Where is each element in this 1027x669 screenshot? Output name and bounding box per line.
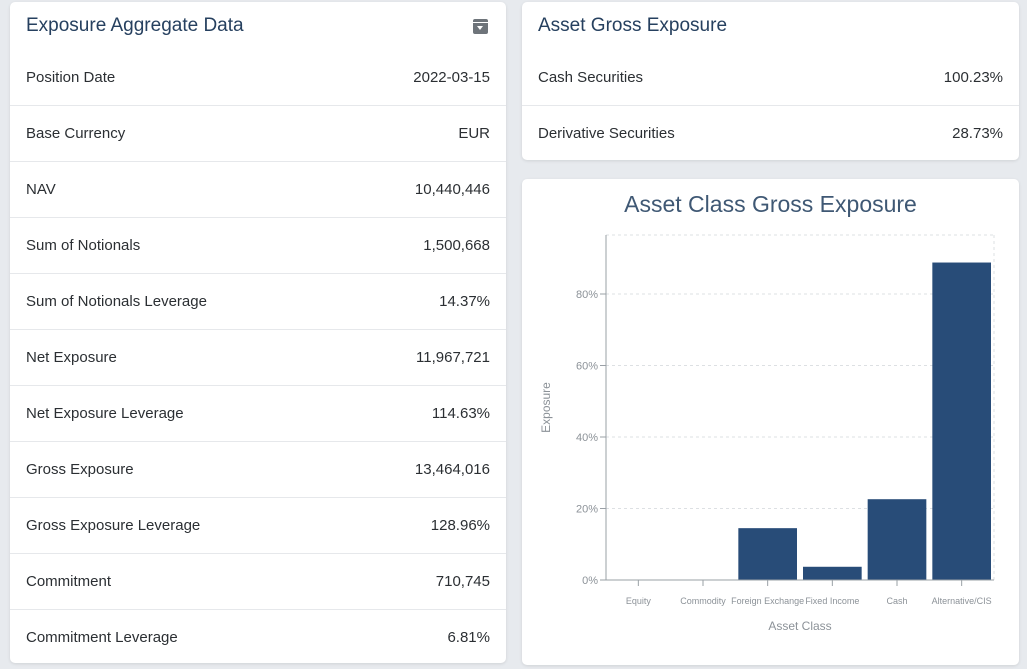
aggregate-row: Commitment Leverage 6.81%: [10, 609, 506, 665]
y-tick-label: 20%: [576, 503, 598, 515]
aggregate-row-label: Commitment Leverage: [26, 629, 178, 646]
bar: [803, 566, 862, 580]
aggregate-row-label: Gross Exposure Leverage: [26, 517, 201, 534]
aggregate-row: NAV 10,440,446: [10, 161, 506, 217]
aggregate-row: Net Exposure Leverage 114.63%: [10, 385, 506, 441]
aggregate-row: Sum of Notionals Leverage 14.37%: [10, 273, 506, 329]
aggregate-row-label: Position Date: [26, 69, 116, 86]
exposure-aggregate-title: Exposure Aggregate Data: [10, 2, 506, 50]
aggregate-row-value: 710,745: [435, 573, 490, 590]
aggregate-row-label: Net Exposure Leverage: [26, 405, 184, 422]
asset-class-bar-chart: 0% 20% 40% 60% 80% Equity Commodity Foreign Exc…: [539, 234, 995, 633]
aggregate-data-list: Position Date 2022-03-15 Base Currency EUR N…: [10, 50, 506, 665]
aggregate-row: Position Date 2022-03-15: [10, 50, 506, 105]
x-tick-label: Alternative/CIS: [932, 596, 992, 606]
x-tick-label: Commodity: [680, 596, 726, 606]
asset-gross-exposure-card: Asset Gross Exposure Cash Securities 100.…: [522, 2, 1019, 160]
y-tick-label: 40%: [576, 432, 598, 444]
asset-gross-exposure-title: Asset Gross Exposure: [522, 2, 1019, 50]
x-tick-label: Foreign Exchange: [731, 596, 804, 606]
aggregate-row-value: 128.96%: [430, 517, 490, 534]
aggregate-row-label: Base Currency: [26, 125, 126, 142]
aggregate-row-label: Net Exposure: [26, 349, 117, 366]
y-tick-label: 0%: [582, 575, 598, 587]
asset-gross-list: Cash Securities 100.23% Derivative Securit…: [522, 50, 1019, 161]
bar: [932, 262, 991, 580]
aggregate-row-label: Sum of Notionals Leverage: [26, 293, 207, 310]
x-axis-label: Asset Class: [768, 619, 831, 633]
aggregate-row: Gross Exposure Leverage 128.96%: [10, 497, 506, 553]
aggregate-row: Base Currency EUR: [10, 105, 506, 161]
bar: [867, 499, 927, 580]
bar: [738, 528, 797, 580]
y-tick-label: 60%: [576, 360, 598, 372]
asset-gross-row-label: Derivative Securities: [538, 125, 675, 142]
asset-gross-row-value: 28.73%: [952, 125, 1003, 142]
aggregate-row-value: 2022-03-15: [413, 69, 490, 86]
aggregate-row-label: Gross Exposure: [26, 461, 134, 478]
asset-gross-row-label: Cash Securities: [538, 69, 644, 86]
aggregate-row-value: 114.63%: [431, 405, 490, 422]
exposure-aggregate-title-text: Exposure Aggregate Data: [26, 15, 244, 36]
aggregate-row-value: 11,967,721: [416, 349, 490, 366]
aggregate-row-label: Commitment: [26, 573, 112, 590]
asset-gross-row-value: 100.23%: [943, 69, 1003, 86]
asset-class-chart-card: Asset Class Gross Exposure 0% 20% 40% 60% 80…: [522, 179, 1019, 665]
aggregate-row: Commitment 710,745: [10, 553, 506, 609]
aggregate-row-value: 1,500,668: [423, 237, 490, 254]
archive-download-icon[interactable]: [473, 19, 488, 34]
chart-title: Asset Class Gross Exposure: [624, 191, 917, 217]
x-tick-label: Cash: [886, 596, 907, 606]
x-tick-label: Equity: [626, 596, 652, 606]
asset-gross-row: Cash Securities 100.23%: [522, 50, 1019, 105]
aggregate-row-value: EUR: [458, 125, 490, 142]
x-tick-label: Fixed Income: [805, 596, 859, 606]
asset-gross-row: Derivative Securities 28.73%: [522, 105, 1019, 161]
asset-gross-exposure-title-text: Asset Gross Exposure: [538, 15, 728, 36]
aggregate-row-label: NAV: [26, 181, 56, 198]
aggregate-row-value: 6.81%: [447, 629, 490, 646]
aggregate-row: Gross Exposure 13,464,016: [10, 441, 506, 497]
aggregate-row-value: 14.37%: [439, 293, 490, 310]
aggregate-row-value: 13,464,016: [414, 461, 490, 478]
aggregate-row: Sum of Notionals 1,500,668: [10, 217, 506, 273]
exposure-aggregate-card: Exposure Aggregate Data Position Date 202…: [10, 2, 506, 663]
aggregate-row: Net Exposure 11,967,721: [10, 329, 506, 385]
aggregate-row-value: 10,440,446: [414, 181, 490, 198]
y-axis-label: Exposure: [539, 382, 553, 433]
y-tick-label: 80%: [576, 289, 598, 301]
aggregate-row-label: Sum of Notionals: [26, 237, 141, 254]
